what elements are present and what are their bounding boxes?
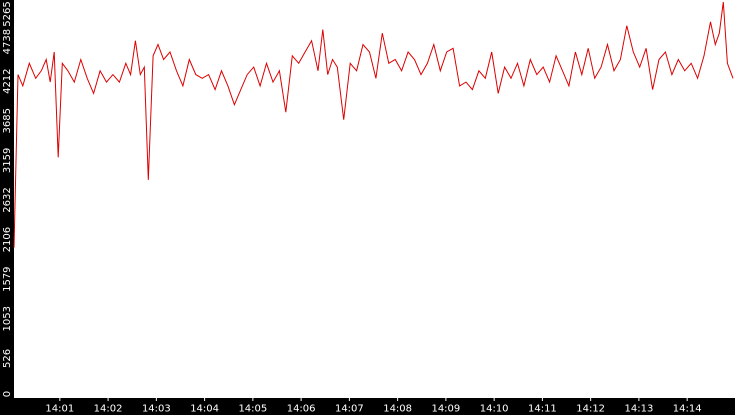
- x-tick-label: 14:08: [383, 404, 412, 415]
- x-tick-label: 14:04: [190, 404, 219, 415]
- x-tick-label: 14:11: [528, 404, 557, 415]
- x-tick-label: 14:02: [94, 404, 123, 415]
- x-tick-label: 14:07: [335, 404, 364, 415]
- y-tick-label: 3159: [2, 148, 13, 173]
- y-tick-label: 1579: [2, 266, 13, 291]
- y-tick-label: 4738: [2, 29, 13, 54]
- y-tick-label: 0: [2, 391, 13, 397]
- y-tick-label: 3685: [2, 108, 13, 133]
- x-tick-label: 14:12: [576, 404, 605, 415]
- y-tick-label: 4212: [2, 68, 13, 93]
- x-tick-label: 14:03: [142, 404, 171, 415]
- x-tick-label: 14:06: [287, 404, 316, 415]
- y-tick-label: 2632: [2, 187, 13, 212]
- series-line: [13, 1, 734, 248]
- y-tick-label: 5265: [2, 1, 13, 26]
- y-tick-label: 1053: [2, 306, 13, 331]
- x-tick-label: 14:05: [238, 404, 267, 415]
- x-axis-band: [0, 398, 735, 415]
- y-tick-label: 526: [2, 349, 13, 368]
- x-tick-label: 14:09: [431, 404, 460, 415]
- x-tick-label: 14:10: [480, 404, 509, 415]
- x-tick-label: 14:01: [45, 404, 74, 415]
- x-tick-label: 14:13: [624, 404, 653, 415]
- y-tick-label: 2106: [2, 227, 13, 252]
- x-tick-label: 14:14: [673, 404, 702, 415]
- y-axis-band: [0, 0, 14, 415]
